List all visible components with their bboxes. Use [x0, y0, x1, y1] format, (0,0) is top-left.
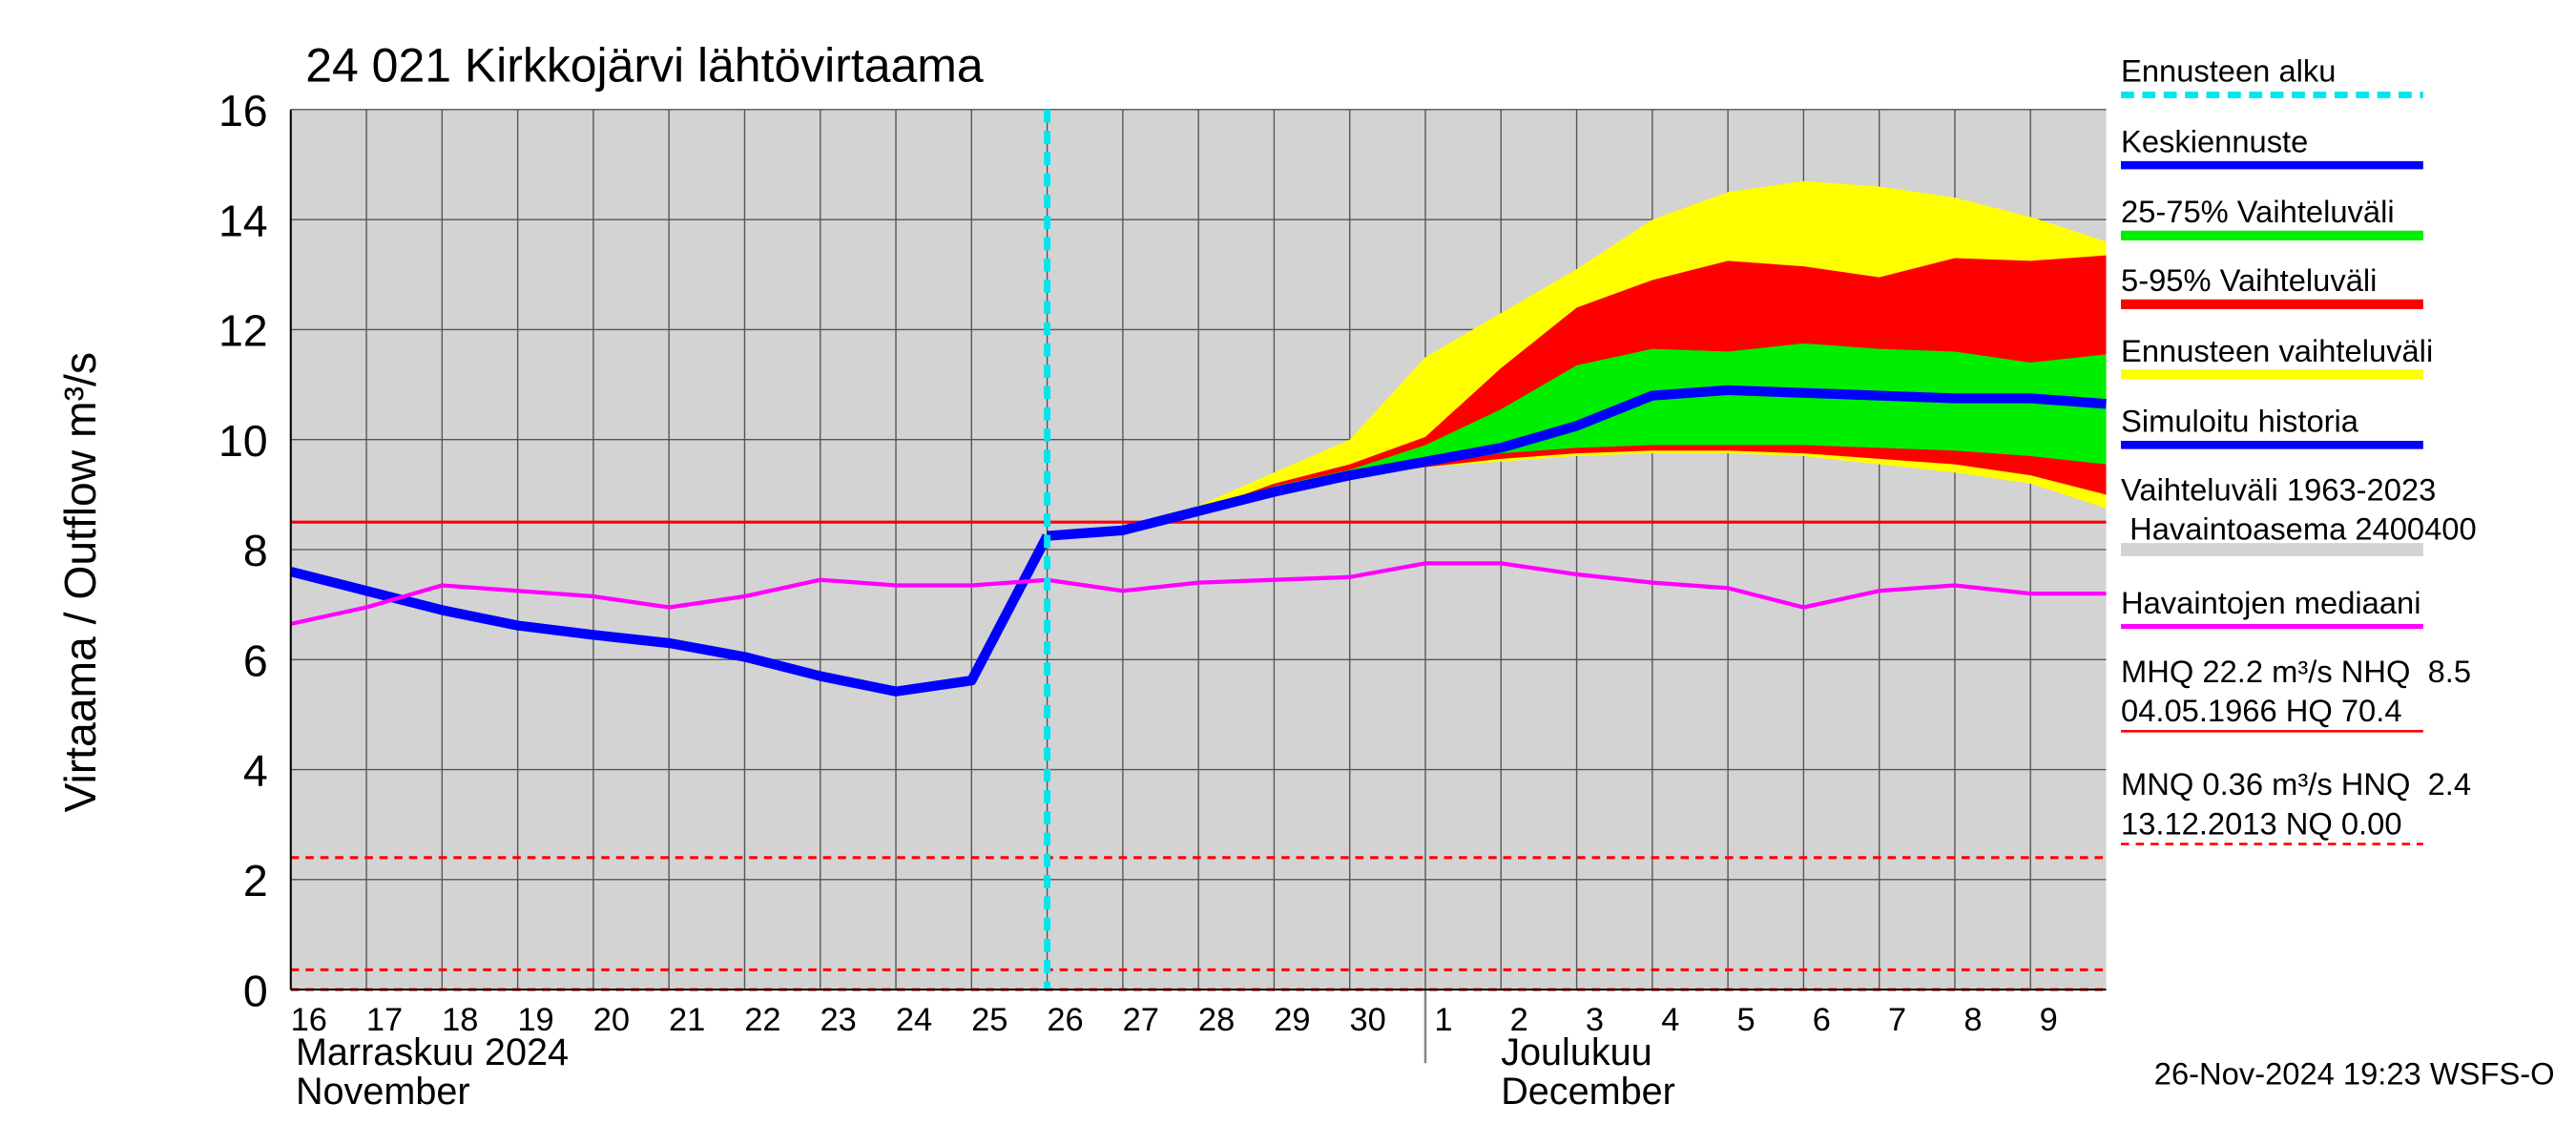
- y-tick-label: 14: [218, 196, 268, 245]
- y-tick-label: 12: [218, 306, 268, 356]
- legend-label: Ennusteen vaihteluväli: [2121, 333, 2433, 368]
- x-tick-label: 20: [593, 1002, 630, 1038]
- x-tick-label: 26: [1047, 1002, 1083, 1038]
- legend-label: Havaintojen mediaani: [2121, 585, 2420, 620]
- x-tick-label: 30: [1350, 1002, 1386, 1038]
- x-tick-label: 3: [1586, 1002, 1604, 1038]
- month-label: Joulukuu: [1501, 1031, 1652, 1073]
- legend-label: Havaintoasema 2400400: [2121, 511, 2477, 547]
- y-tick-label: 10: [218, 416, 268, 466]
- y-tick-label: 16: [218, 86, 268, 135]
- y-tick-label: 0: [243, 966, 268, 1015]
- x-tick-label: 28: [1198, 1002, 1235, 1038]
- legend-label: MHQ 22.2 m³/s NHQ 8.5: [2121, 654, 2471, 689]
- legend-label: Ennusteen alku: [2121, 53, 2336, 89]
- y-tick-label: 6: [243, 636, 268, 686]
- month-label: December: [1501, 1071, 1675, 1113]
- x-tick-label: 8: [1963, 1002, 1982, 1038]
- legend-label: 25-75% Vaihteluväli: [2121, 194, 2395, 229]
- legend-label: 04.05.1966 HQ 70.4: [2121, 693, 2402, 728]
- x-tick-label: 18: [442, 1002, 478, 1038]
- y-tick-label: 8: [243, 526, 268, 575]
- y-axis-label: Virtaama / Outflow m³/s: [55, 352, 105, 813]
- series-line: [1047, 385, 2107, 541]
- legend-label: 5-95% Vaihteluväli: [2121, 262, 2377, 298]
- x-tick-label: 22: [744, 1002, 780, 1038]
- legend-label: MNQ 0.36 m³/s HNQ 2.4: [2121, 766, 2471, 802]
- month-label: Marraskuu 2024: [296, 1031, 569, 1073]
- month-label: November: [296, 1071, 470, 1113]
- x-tick-label: 2: [1510, 1002, 1528, 1038]
- footer: 26-Nov-2024 19:23 WSFS-O: [2154, 1056, 2555, 1092]
- legend-label: Simuloitu historia: [2121, 404, 2359, 439]
- y-tick-label: 4: [243, 746, 268, 796]
- x-tick-label: 4: [1661, 1002, 1679, 1038]
- x-tick-label: 9: [2040, 1002, 2058, 1038]
- legend-label: 13.12.2013 NQ 0.00: [2121, 805, 2402, 841]
- x-tick-label: 7: [1888, 1002, 1906, 1038]
- x-tick-label: 16: [291, 1002, 327, 1038]
- x-tick-label: 25: [971, 1002, 1008, 1038]
- x-tick-label: 5: [1736, 1002, 1755, 1038]
- x-tick-label: 27: [1123, 1002, 1159, 1038]
- y-tick-label: 2: [243, 856, 268, 906]
- x-tick-label: 6: [1813, 1002, 1831, 1038]
- legend-label: Keskiennuste: [2121, 123, 2308, 158]
- x-tick-label: 24: [896, 1002, 932, 1038]
- x-tick-label: 29: [1274, 1002, 1310, 1038]
- x-tick-label: 19: [517, 1002, 553, 1038]
- x-tick-label: 1: [1434, 1002, 1452, 1038]
- x-tick-label: 23: [821, 1002, 857, 1038]
- series-line: [290, 561, 2107, 626]
- x-tick-label: 21: [669, 1002, 705, 1038]
- series-line: [289, 533, 1052, 697]
- x-tick-label: 17: [366, 1002, 403, 1038]
- legend-label: Vaihteluväli 1963-2023: [2121, 472, 2436, 508]
- chart-title: 24 021 Kirkkojärvi lähtövirtaama: [305, 39, 984, 93]
